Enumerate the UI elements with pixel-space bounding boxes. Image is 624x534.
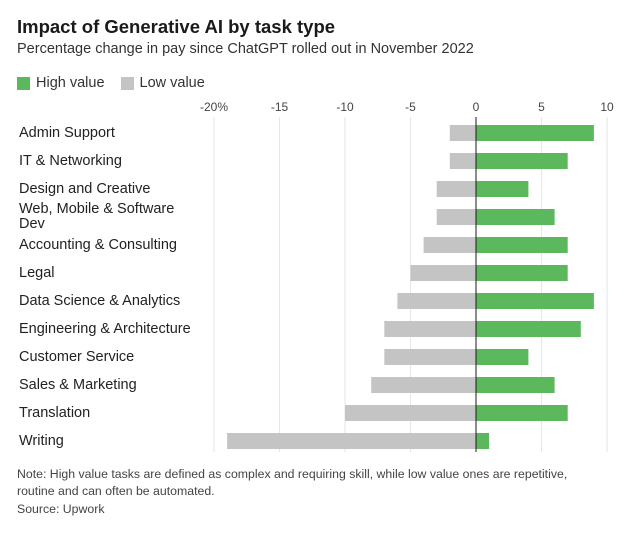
bar-low-value	[449, 125, 476, 141]
x-tick-label: 5	[538, 100, 545, 114]
x-tick-label: 10	[600, 100, 614, 114]
category-label: Customer Service	[19, 349, 134, 365]
chart-title: Impact of Generative AI by task type	[17, 16, 336, 37]
bar-low-value	[397, 293, 476, 309]
category-label: Accounting & Consulting	[19, 237, 177, 253]
bar-high-value	[476, 405, 568, 421]
bar-high-value	[476, 321, 581, 337]
bar-high-value	[476, 433, 490, 449]
x-tick-label: -20%	[200, 100, 228, 114]
bar-low-value	[384, 349, 476, 365]
bar-high-value	[476, 237, 568, 253]
legend-swatch-high	[17, 76, 30, 90]
bar-low-value	[436, 181, 476, 197]
bar-low-value	[345, 405, 476, 421]
bar-low-value	[436, 209, 476, 225]
legend: High value Low value	[17, 75, 221, 91]
x-tick-label: -15	[271, 100, 289, 114]
bar-high-value	[476, 265, 568, 281]
bar-high-value	[476, 377, 555, 393]
legend-item-low: Low value	[120, 75, 205, 91]
category-label: Admin Support	[19, 125, 115, 141]
legend-item-high: High value	[17, 75, 105, 91]
legend-swatch-low	[120, 76, 134, 90]
bar-high-value	[476, 293, 594, 309]
x-tick-label: -10	[336, 100, 354, 114]
x-tick-label: 0	[473, 100, 480, 114]
legend-label-high: High value	[36, 75, 105, 91]
bar-low-value	[423, 237, 476, 253]
category-label-line: Web, Mobile & Software	[19, 201, 174, 217]
category-label-line: Dev	[19, 216, 46, 232]
bar-high-value	[476, 209, 555, 225]
category-label: Web, Mobile & Software Dev	[19, 201, 174, 232]
category-label: Writing	[19, 433, 64, 449]
bar-low-value	[384, 321, 476, 337]
bar-low-value	[227, 433, 476, 449]
legend-label-low: Low value	[139, 75, 205, 91]
category-label: Data Science & Analytics	[19, 293, 180, 309]
bar-low-value	[449, 153, 476, 169]
bar-high-value	[476, 153, 568, 169]
category-label: Design and Creative	[19, 181, 150, 197]
category-label: Engineering & Architecture	[19, 321, 191, 337]
bar-high-value	[476, 349, 529, 365]
category-label: Translation	[19, 405, 90, 421]
category-label: IT & Networking	[19, 153, 122, 169]
bar-high-value	[476, 125, 594, 141]
category-label: Sales & Marketing	[19, 377, 137, 393]
x-tick-label: -5	[405, 100, 416, 114]
bar-low-value	[410, 265, 476, 281]
bar-low-value	[371, 377, 476, 393]
bar-high-value	[476, 181, 529, 197]
footnote: Note: High value tasks are defined as co…	[17, 467, 568, 498]
category-label: Legal	[19, 265, 54, 281]
chart-subtitle: Percentage change in pay since ChatGPT r…	[17, 41, 474, 57]
source-line: Source: Upwork	[17, 502, 105, 516]
